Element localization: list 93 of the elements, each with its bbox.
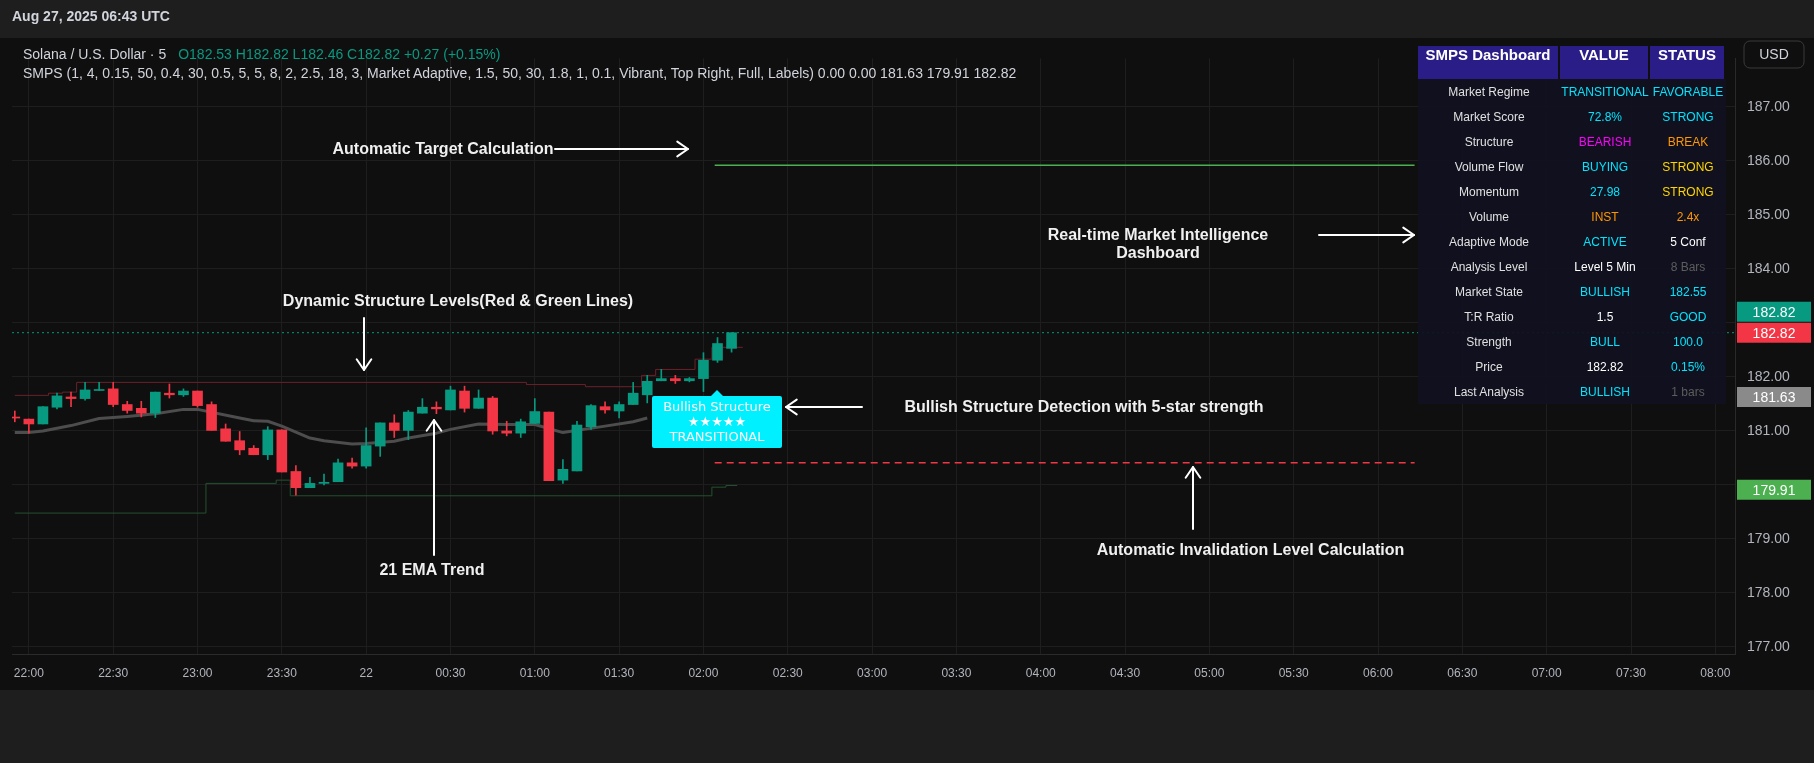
annotation: Adaptive Mode <box>1447 234 1531 249</box>
annotation: Level 5 Min <box>1573 259 1637 274</box>
annotation: 5 Conf <box>1669 234 1707 249</box>
chart-subtitle: O182.53 H182.82 L182.46 C182.82 +0.27 (+0.15%) <box>178 46 501 62</box>
candlestick <box>121 400 133 414</box>
x-tick-label: 04:30 <box>1110 665 1141 680</box>
candlestick <box>276 429 288 473</box>
annotation: 21 EMA Trend <box>378 561 486 579</box>
text: 179.91 <box>1752 481 1796 498</box>
category-label: STATUS <box>1650 46 1724 79</box>
x-tick-label: 23:30 <box>266 665 298 680</box>
y-tick-label: 181.00 <box>1747 421 1791 438</box>
x-tick-label: 08:00 <box>1700 665 1731 680</box>
annotation: Dynamic Structure Levels(Red & Green Lines) <box>281 292 635 310</box>
annotation: Market Score <box>1452 109 1526 124</box>
annotation: STRONG <box>1661 159 1715 174</box>
candlestick <box>655 369 667 382</box>
text: 181.63 <box>1752 388 1796 405</box>
annotation: 0.15% <box>1670 359 1706 374</box>
annotation: 1 bars <box>1670 384 1706 399</box>
annotation: Analysis Level <box>1449 259 1529 274</box>
x-tick-label: 04:00 <box>1025 665 1057 680</box>
ref-line-label: 182.82 <box>1752 303 1796 320</box>
annotation: 27.98 <box>1589 184 1621 199</box>
y-tick-label: 178.00 <box>1747 583 1791 600</box>
annotation: 100.0 <box>1672 334 1704 349</box>
x-tick-label: 07:00 <box>1531 665 1563 680</box>
annotation: FAVORABLE <box>1651 84 1725 99</box>
annotation: STRONG <box>1661 184 1715 199</box>
y-tick-label: 187.00 <box>1747 97 1791 114</box>
y-tick-label: 179.00 <box>1747 529 1791 546</box>
annotation: 8 Bars <box>1669 259 1707 274</box>
x-tick-label: 03:30 <box>941 665 972 680</box>
annotation: Market State <box>1454 284 1524 299</box>
annotation: T:R Ratio <box>1463 309 1515 324</box>
annotation: Strength <box>1465 334 1513 349</box>
annotation: BULLISH <box>1579 284 1631 299</box>
y-tick-label: 177.00 <box>1747 637 1791 654</box>
y-tick-label: 184.00 <box>1747 259 1791 276</box>
y-tick-label: 186.00 <box>1747 151 1791 168</box>
y-tick-label: 185.00 <box>1747 205 1791 222</box>
annotation: 182.82 <box>1585 359 1625 374</box>
annotation: Volume Flow <box>1453 159 1525 174</box>
annotation: BUYING <box>1581 159 1629 174</box>
annotation: GOOD <box>1668 309 1708 324</box>
annotation: STRONG <box>1661 109 1715 124</box>
x-tick-label: 07:30 <box>1615 665 1647 680</box>
chart-title: Solana / U.S. Dollar · 5 <box>23 46 167 62</box>
annotation: 72.8% <box>1587 109 1623 124</box>
x-tick-label: 22:00 <box>13 665 45 680</box>
annotation: Structure <box>1463 134 1515 149</box>
annotation: Bullish Structure Detection with 5-star strength <box>903 398 1265 416</box>
candlestick <box>37 406 49 425</box>
y-tick-label: 182.00 <box>1747 367 1791 384</box>
annotation: SMPS (1, 4, 0.15, 50, 0.4, 30, 0.5, 5, 5, 8, 2, 2.5, 18, 3, Market Adaptive, 1.5, 50, 30, 1.8, 1, 0.1, Vibrant, Top Right, Full, Labels) 0.00 0.00 181.63 179.91 182.82 <box>23 64 1017 83</box>
annotation: Last Analysis <box>1452 384 1525 399</box>
x-tick-label: 01:30 <box>604 665 635 680</box>
category-label: VALUE <box>1560 46 1648 79</box>
x-tick-label: 05:00 <box>1194 665 1225 680</box>
annotation: Momentum <box>1458 184 1520 199</box>
annotation: TRANSITIONAL <box>1560 84 1650 99</box>
x-tick-label: 22 <box>359 665 374 680</box>
x-tick-label: 02:00 <box>688 665 719 680</box>
x-tick-label: 01:00 <box>519 665 551 680</box>
annotation: BREAK <box>1666 134 1710 149</box>
annotation: Automatic Invalidation Level Calculation <box>1095 540 1406 559</box>
category-label: SMPS Dashboard <box>1418 46 1558 79</box>
annotation: Real-time Market Intelligence Dashboard <box>1046 226 1270 262</box>
annotation: INST <box>1590 209 1620 224</box>
annotation: BULL <box>1589 334 1621 349</box>
x-tick-label: 05:30 <box>1278 665 1310 680</box>
annotation: Bullish Structure ★★★★★ TRANSITIONAL <box>662 399 772 444</box>
annotation: 1.5 <box>1595 309 1615 324</box>
text: Aug 27, 2025 06:43 UTC <box>12 8 170 24</box>
annotation: BEARISH <box>1577 134 1633 149</box>
x-tick-label: 00:30 <box>435 665 466 680</box>
x-tick-label: 23:00 <box>182 665 213 680</box>
x-tick-label: 03:00 <box>857 665 888 680</box>
candlestick <box>543 411 555 481</box>
annotation: BULLISH <box>1579 384 1631 399</box>
annotation: 182.55 <box>1668 284 1708 299</box>
x-tick-label: 02:30 <box>772 665 804 680</box>
annotation: Volume <box>1468 209 1510 224</box>
annotation: Automatic Target Calculation <box>331 140 555 158</box>
y-axis-title: USD <box>1759 45 1789 62</box>
x-tick-label: 22:30 <box>98 665 129 680</box>
x-tick-label: 06:00 <box>1363 665 1394 680</box>
text: 182.82 <box>1752 324 1796 341</box>
annotation: Price <box>1474 359 1504 374</box>
annotation: 2.4x <box>1675 209 1701 224</box>
annotation: ACTIVE <box>1582 234 1628 249</box>
annotation: Market Regime <box>1447 84 1531 99</box>
x-tick-label: 06:30 <box>1447 665 1478 680</box>
